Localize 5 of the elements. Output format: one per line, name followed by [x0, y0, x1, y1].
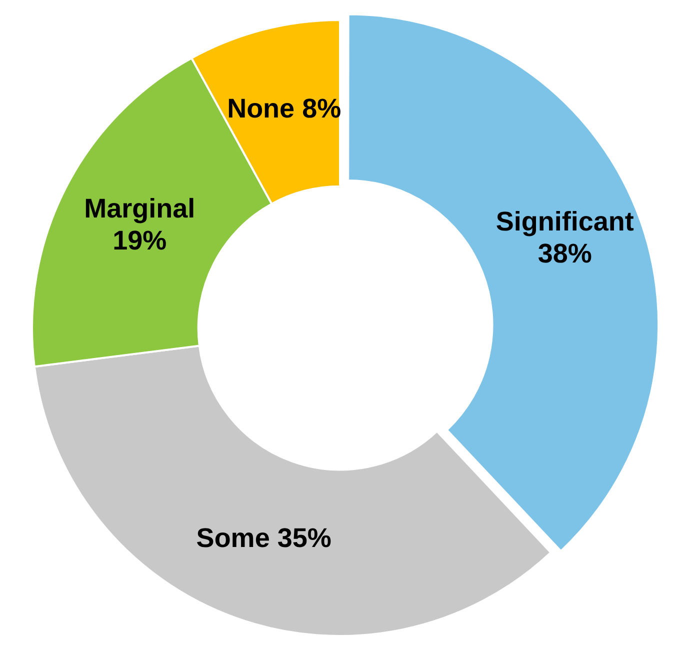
data-label: 19% [112, 225, 167, 256]
slice-label: Significant [496, 206, 634, 236]
data-label: 38% [538, 238, 592, 268]
slice-label: Marginal [84, 193, 196, 224]
slice-label: Some 35% [196, 523, 332, 553]
